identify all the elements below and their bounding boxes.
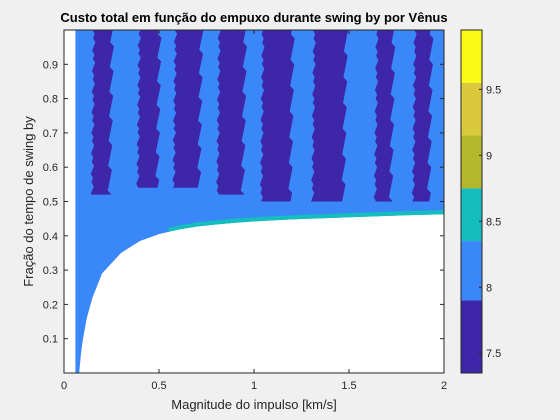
- colorbar-tick-label: 9: [486, 150, 492, 162]
- region-level-7-5-band: [259, 30, 295, 202]
- colorbar-band: [461, 241, 482, 301]
- y-tick-label: 0.6: [43, 162, 58, 174]
- x-axis-label: Magnitude do impulso [km/s]: [171, 397, 336, 412]
- region-level-7-5-band: [411, 30, 434, 202]
- region-level-7-5-band: [373, 30, 396, 202]
- y-tick-label: 0.1: [43, 334, 58, 346]
- y-tick-label: 0.7: [43, 128, 58, 140]
- colorbar-tick-label: 8.5: [486, 216, 501, 228]
- chart-title: Custo total em função do empuxo durante …: [60, 10, 447, 25]
- colorbar-tick-label: 9.5: [486, 84, 501, 96]
- y-axis-ticks: 0.1 0.2 0.3 0.4 0.5 0.6 0.7 0.8 0.9: [43, 59, 444, 346]
- x-tick-label: 0.5: [151, 380, 166, 392]
- region-level-7-5-band: [311, 30, 349, 202]
- x-tick-label: 1: [251, 380, 257, 392]
- colorbar-band: [461, 300, 482, 373]
- y-tick-label: 0.9: [43, 59, 58, 71]
- region-level-7-5-band: [136, 30, 162, 188]
- y-tick-label: 0.2: [43, 299, 58, 311]
- colorbar-tick-label: 7.5: [486, 348, 501, 360]
- x-tick-label: 1.5: [341, 380, 356, 392]
- region-level-8: [75, 30, 445, 373]
- region-level-8-5: [168, 210, 444, 232]
- colorbar-frame: [460, 29, 483, 374]
- y-tick-label: 0.3: [43, 265, 58, 277]
- y-tick-label: 0.8: [43, 94, 58, 106]
- y-axis-label: Fração do tempo de swing by: [21, 116, 36, 287]
- region-level-7-5-band: [90, 30, 114, 195]
- x-axis-ticks: 0 0.5 1 1.5 2: [61, 30, 447, 392]
- y-tick-label: 0.5: [43, 197, 58, 209]
- region-level-7-5-band: [216, 30, 247, 195]
- colorbar: 7.5 8 8.5 9 9.5: [460, 29, 501, 374]
- y-tick-label: 0.4: [43, 231, 58, 243]
- x-tick-label: 2: [441, 380, 447, 392]
- colorbar-band: [461, 135, 482, 189]
- colorbar-band: [461, 188, 482, 242]
- x-tick-label: 0: [61, 380, 67, 392]
- region-level-7-5-band: [172, 30, 204, 188]
- plot-marks: [75, 30, 445, 373]
- colorbar-band: [461, 82, 482, 136]
- colorbar-band: [461, 30, 482, 83]
- colorbar-tick-label: 8: [486, 282, 492, 294]
